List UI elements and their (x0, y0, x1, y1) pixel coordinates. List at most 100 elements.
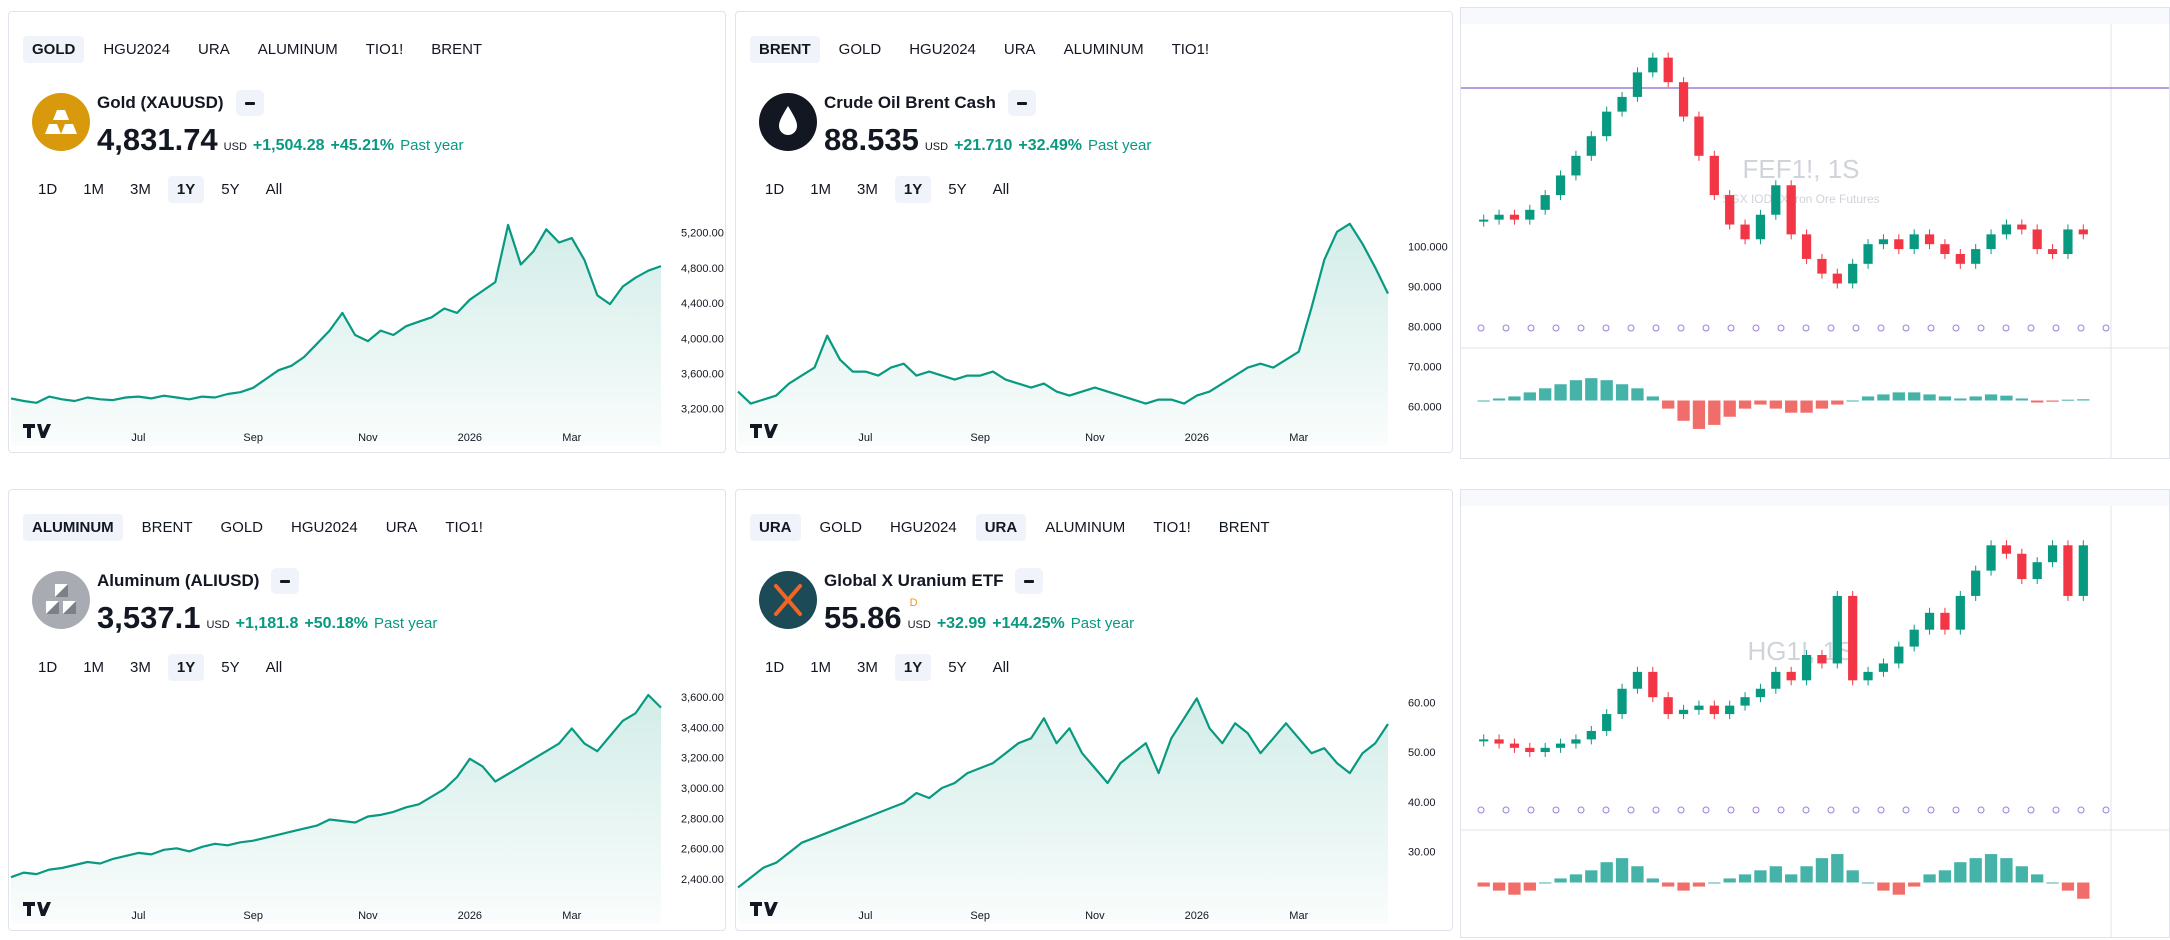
range-tab[interactable]: 3M (857, 181, 878, 198)
range-tab[interactable]: 1D (765, 659, 785, 676)
macd-bar (1846, 870, 1859, 883)
event-marker (1702, 324, 1710, 332)
range-tab[interactable]: 3M (857, 659, 878, 676)
range-tab[interactable]: All (992, 659, 1010, 676)
minimize-button[interactable] (1015, 568, 1044, 594)
range-tab[interactable]: 1D (38, 659, 58, 676)
candle (1832, 273, 1842, 284)
symbol-tab[interactable]: BRENT (141, 519, 193, 536)
symbol-tab[interactable]: TIO1! (365, 41, 404, 58)
symbol-tab[interactable]: HGU2024 (103, 41, 171, 58)
candle (2047, 249, 2058, 254)
symbol-tab[interactable]: ALUMINUM (23, 514, 123, 541)
symbol-tab[interactable]: BRENT (1218, 519, 1270, 536)
event-marker (1652, 806, 1660, 814)
candle (1755, 688, 1766, 698)
macd-bar (2061, 882, 2075, 891)
candle (1678, 82, 1689, 117)
range-tab[interactable]: 5Y (948, 181, 967, 198)
change-percent: +32.49% (1018, 137, 1082, 154)
symbol-tab[interactable]: GOLD (819, 519, 863, 536)
symbol-tab[interactable]: HGU2024 (890, 519, 957, 536)
minimize-button[interactable] (1007, 90, 1036, 116)
candle (1555, 743, 1566, 748)
macd-bar (1831, 854, 1844, 883)
range-tab[interactable]: 1M (83, 181, 105, 198)
macd-bar (2061, 399, 2075, 401)
macd-bar (1554, 878, 1567, 883)
x-tick-label: Mar (562, 432, 581, 444)
range-tabs: 1D 1M 3M 1Y 5Y All (29, 654, 291, 681)
symbol-tab[interactable]: HGU2024 (909, 41, 976, 58)
range-tab[interactable]: 1Y (167, 176, 205, 203)
symbol-tab[interactable]: URA (975, 514, 1027, 541)
range-tab[interactable]: All (265, 659, 283, 676)
event-marker (1652, 324, 1660, 332)
symbol-tab[interactable]: ALUMINUM (1063, 41, 1144, 58)
candle (2001, 224, 2012, 235)
macd-bar (1585, 870, 1598, 883)
range-tab[interactable]: All (992, 181, 1010, 198)
symbol-tab[interactable]: TIO1! (1153, 519, 1191, 536)
candle (1771, 671, 1781, 689)
symbol-tab[interactable]: TIO1! (1171, 41, 1210, 58)
icon-bar (61, 124, 77, 134)
symbol-tab[interactable]: TIO1! (445, 519, 483, 536)
symbol-tab[interactable]: URA (385, 519, 418, 536)
range-tab[interactable]: 5Y (948, 659, 967, 676)
macd-bar (1923, 874, 1936, 883)
range-tab[interactable]: 3M (130, 659, 151, 676)
symbol-tab[interactable]: HGU2024 (291, 519, 358, 536)
range-tab[interactable]: 5Y (221, 181, 240, 198)
range-tab[interactable]: 3M (130, 181, 151, 198)
event-marker (2102, 806, 2110, 814)
macd-bar (1662, 882, 1675, 887)
candle (1725, 705, 1735, 715)
macd-bar (1769, 400, 1782, 409)
symbol-tab[interactable]: URA (198, 41, 230, 58)
range-tab[interactable]: 1M (810, 181, 832, 198)
range-tab[interactable]: All (265, 181, 283, 198)
symbol-tab[interactable]: GOLD (23, 36, 85, 63)
tradingview-panel: HG1!, 1S (1460, 489, 2170, 938)
range-tab[interactable]: 1M (810, 659, 832, 676)
range-tab[interactable]: 5Y (221, 659, 240, 676)
symbol-tab[interactable]: BRENT (750, 36, 820, 63)
symbol-tab[interactable]: ALUMINUM (257, 41, 338, 58)
range-tab[interactable]: 1D (765, 181, 785, 198)
range-tab[interactable]: 1M (83, 659, 105, 676)
range-tab[interactable]: 1Y (894, 654, 932, 681)
range-tab[interactable]: 1Y (167, 654, 205, 681)
x-tick-label: 2026 (458, 910, 482, 922)
macd-bar (1723, 400, 1736, 417)
candle (2017, 553, 2027, 580)
symbol-tab[interactable]: GOLD (220, 519, 264, 536)
macd-bar (1600, 380, 1613, 401)
range-tab[interactable]: 1D (38, 181, 58, 198)
symbol-icon (32, 571, 90, 629)
minimize-button[interactable] (235, 90, 264, 116)
period: Past year (400, 137, 464, 154)
symbol-tab[interactable]: URA (750, 514, 801, 541)
symbol-tab[interactable]: URA (1003, 41, 1036, 58)
event-marker (2052, 806, 2060, 814)
x-tick-label: Jul (858, 910, 872, 922)
candle (1955, 595, 1965, 630)
candle (2032, 229, 2042, 250)
symbol-tab[interactable]: GOLD (838, 41, 882, 58)
macd-bar (1539, 882, 1552, 884)
icon-bar (53, 110, 69, 120)
symbol-name: Gold (XAUUSD) (97, 93, 224, 112)
candle (1971, 249, 1981, 264)
macd-bar (1477, 882, 1490, 887)
macd-bar (1646, 878, 1659, 883)
macd-bar (1508, 882, 1521, 895)
range-tab[interactable]: 1Y (894, 176, 932, 203)
macd-bar (1585, 378, 1598, 401)
candle (1863, 671, 1873, 681)
symbol-tab[interactable]: BRENT (431, 41, 483, 58)
symbol-tab[interactable]: ALUMINUM (1045, 519, 1126, 536)
tradingview-logo (23, 424, 51, 438)
candle (1878, 239, 1889, 245)
minimize-button[interactable] (271, 568, 300, 594)
